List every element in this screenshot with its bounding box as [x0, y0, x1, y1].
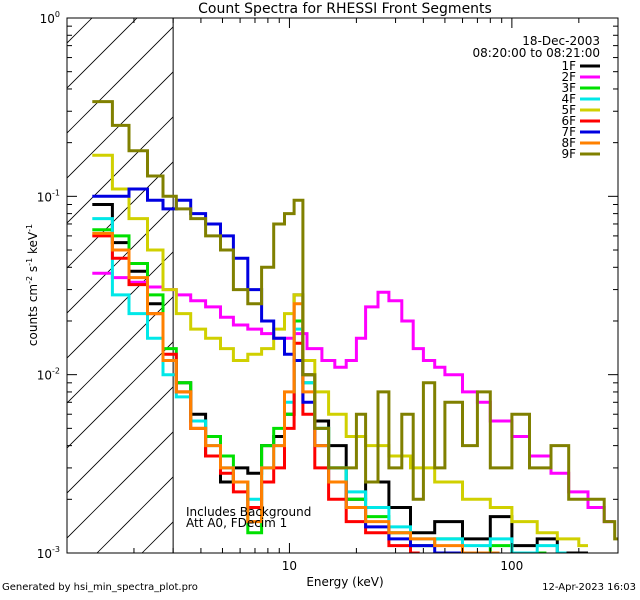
footer-timestamp: 12-Apr-2023 16:03: [542, 582, 636, 593]
legend-label-2F: 2F: [561, 70, 576, 84]
legend-label-6F: 6F: [561, 114, 576, 128]
series-5F-line: [92, 153, 588, 548]
hatch-line: [67, 431, 174, 539]
x-axis-label: Energy (keV): [306, 575, 383, 589]
legend-label-7F: 7F: [561, 125, 576, 139]
y-tick-label: 10-3: [37, 545, 60, 561]
x-tick-label: 100: [500, 559, 523, 573]
legend-label-5F: 5F: [561, 103, 576, 117]
series-layer: [92, 100, 618, 553]
hatch-lines: [0, 0, 174, 553]
header-text: 18-Dec-2003 08:20:00 to 08:21:00: [473, 34, 600, 60]
annotation: Includes Background Att A0, FDecim 1: [186, 505, 311, 530]
hatched-region: [0, 0, 174, 553]
series-8F-line: [92, 231, 500, 553]
legend-label-8F: 8F: [561, 136, 576, 150]
footer-generated-by: Generated by hsi_min_spectra_plot.pro: [2, 582, 198, 593]
header-date: 18-Dec-2003: [522, 34, 600, 48]
header-time-range: 08:20:00 to 08:21:00: [473, 46, 600, 60]
chart-title: Count Spectra for RHESSI Front Segments: [198, 1, 492, 17]
hatch-line: [67, 341, 174, 449]
hatch-line: [67, 206, 174, 314]
hatch-line: [96, 476, 174, 553]
hatch-line: [67, 116, 174, 224]
hatch-line: [0, 0, 112, 553]
x-tick-label: 10: [282, 559, 297, 573]
series-9F-line: [92, 100, 618, 541]
annotation-line-1: Includes Background: [186, 505, 311, 519]
series-7F-line: [92, 187, 472, 553]
legend-label-3F: 3F: [561, 81, 576, 95]
y-axis-label: counts cm-2 s-1 keV-1: [25, 224, 40, 346]
hatch-line: [67, 161, 174, 269]
hatch-line: [67, 26, 174, 134]
hatch-line: [67, 296, 174, 404]
plot-frame: [66, 17, 619, 554]
legend-label-1F: 1F: [561, 59, 576, 73]
hatch-line: [67, 386, 174, 494]
y-tick-label: 10-2: [37, 367, 60, 383]
y-tick-label: 100: [40, 10, 60, 26]
annotation-line-2: Att A0, FDecim 1: [186, 516, 287, 530]
legend-label-9F: 9F: [561, 147, 576, 161]
series-2F-line: [92, 271, 614, 524]
legend-label-4F: 4F: [561, 92, 576, 106]
y-tick-label: 10-1: [37, 188, 60, 204]
hatch-line: [67, 251, 174, 359]
hatch-line: [67, 18, 138, 89]
